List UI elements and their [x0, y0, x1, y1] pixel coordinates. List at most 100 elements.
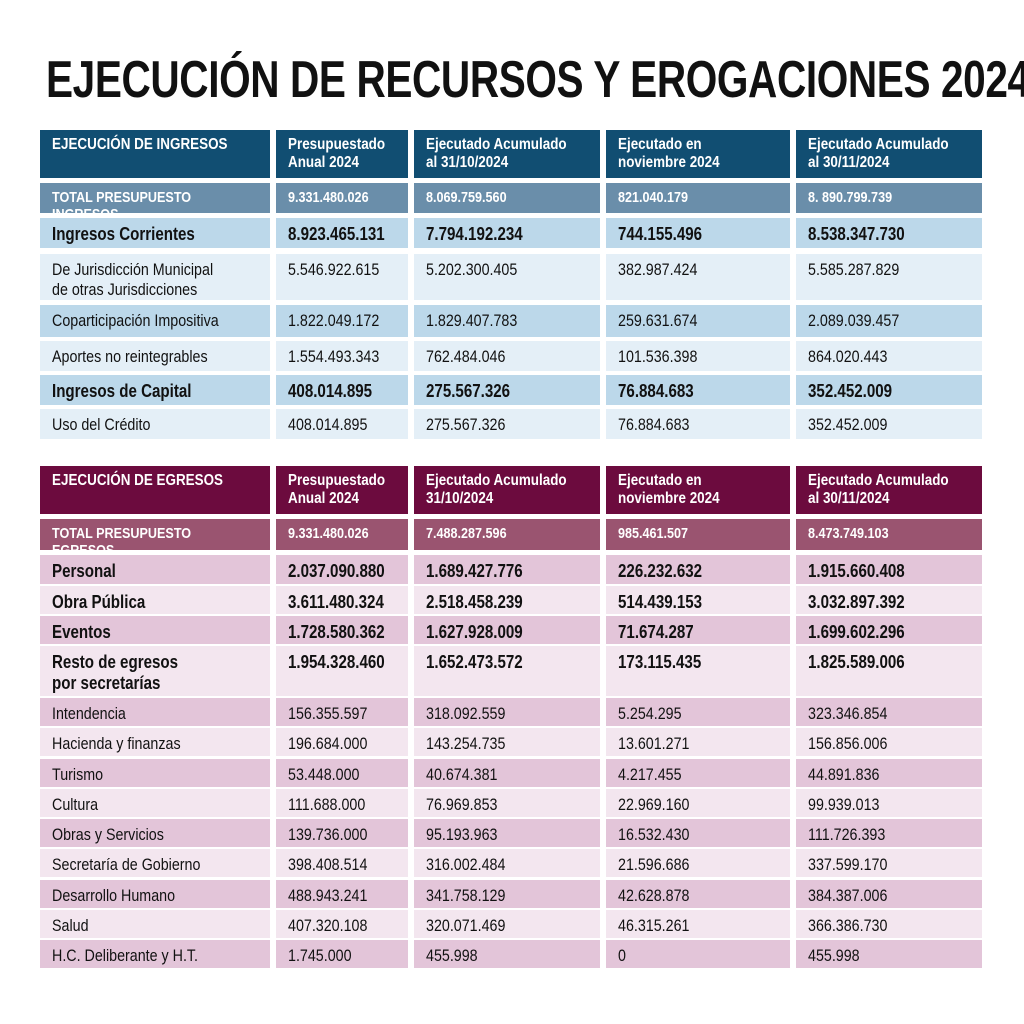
row-cell: 53.448.000 — [276, 758, 408, 787]
cell-text: 455.998 — [808, 946, 860, 965]
row-cell: 1.825.589.006 — [796, 646, 982, 696]
cell-text: 1.825.589.006 — [808, 652, 905, 672]
cell-text: 384.387.006 — [808, 885, 888, 905]
row-cell: 407.320.108 — [276, 909, 408, 938]
cell-text: 46.315.261 — [618, 915, 690, 935]
row-cell: Obras y Servicios — [40, 819, 270, 847]
row-cell: 3.032.897.392 — [796, 586, 982, 614]
cell-text: 9.331.480.026 — [288, 189, 369, 206]
cell-text: 1.554.493.343 — [288, 347, 380, 366]
row-cell: 275.567.326 — [414, 409, 600, 439]
row-cell: 1.829.407.783 — [414, 305, 600, 337]
cell-text: 2.037.090.880 — [288, 561, 385, 581]
cell-text: Eventos — [52, 622, 111, 642]
row-cell: 352.452.009 — [796, 375, 982, 405]
row-cell: Desarrollo Humano — [40, 879, 270, 908]
cell-text: 407.320.108 — [288, 915, 368, 935]
cell-text: 76.884.683 — [618, 381, 694, 401]
cell-text: 1.822.049.172 — [288, 311, 380, 330]
total-cell: 8.069.759.560 — [414, 183, 600, 213]
cell-text: Cultura — [52, 794, 99, 814]
cell-text: 318.092.559 — [426, 704, 506, 723]
row-cell: 111.688.000 — [276, 788, 408, 817]
header-cell: Ejecutado Acumulado al 31/10/2024 — [414, 130, 600, 178]
cell-text: 139.736.000 — [288, 825, 368, 844]
row-cell: 71.674.287 — [606, 616, 790, 644]
cell-text: Uso del Crédito — [52, 415, 151, 434]
total-cell: TOTAL PRESUPUESTO EGRESOS — [40, 519, 270, 550]
cell-text: 44.891.836 — [808, 764, 880, 784]
cell-text: 5.546.922.615 — [288, 260, 380, 279]
cell-text: 455.998 — [426, 946, 478, 965]
cell-text: 7.794.192.234 — [426, 224, 523, 244]
row-cell: 1.699.602.296 — [796, 616, 982, 644]
cell-text: 259.631.674 — [618, 311, 698, 330]
row-cell: Intendencia — [40, 698, 270, 726]
cell-text: 111.688.000 — [288, 794, 366, 814]
cell-text: 408.014.895 — [288, 381, 373, 401]
row-cell: Cultura — [40, 788, 270, 817]
row-cell: 5.585.287.829 — [796, 254, 982, 300]
cell-text: 3.611.480.324 — [288, 592, 384, 612]
row-cell: 173.115.435 — [606, 646, 790, 696]
cell-text: Aportes no reintegrables — [52, 347, 208, 366]
row-cell: 143.254.735 — [414, 728, 600, 757]
row-cell: 1.915.660.408 — [796, 555, 982, 584]
cell-text: 7.488.287.596 — [426, 525, 507, 542]
cell-text: Intendencia — [52, 704, 126, 723]
cell-text: 337.599.170 — [808, 855, 888, 875]
row-cell: 8.923.465.131 — [276, 218, 408, 248]
cell-text: 9.331.480.026 — [288, 525, 369, 542]
row-cell: 382.987.424 — [606, 254, 790, 300]
cell-text: 196.684.000 — [288, 734, 368, 754]
row-cell: 101.536.398 — [606, 341, 790, 371]
row-cell: 76.884.683 — [606, 375, 790, 405]
cell-text: 99.939.013 — [808, 794, 880, 814]
cell-text: 341.758.129 — [426, 885, 506, 905]
total-cell: 9.331.480.026 — [276, 519, 408, 550]
header-cell: Presupuestado Anual 2024 — [276, 466, 408, 514]
header-cell: EJECUCIÓN DE EGRESOS — [40, 466, 270, 514]
row-cell: 1.954.328.460 — [276, 646, 408, 696]
row-cell: 8.538.347.730 — [796, 218, 982, 248]
row-cell: Coparticipación Impositiva — [40, 305, 270, 337]
row-cell: 455.998 — [414, 940, 600, 968]
total-cell: 9.331.480.026 — [276, 183, 408, 213]
row-cell: 3.611.480.324 — [276, 586, 408, 614]
cell-text: Ejecutado Acumulado al 31/10/2024 — [426, 136, 567, 172]
cell-text: EJECUCIÓN DE EGRESOS — [52, 472, 224, 489]
cell-text: 762.484.046 — [426, 347, 506, 366]
cell-text: 71.674.287 — [618, 622, 694, 642]
cell-text: 21.596.686 — [618, 855, 690, 875]
row-cell: 259.631.674 — [606, 305, 790, 337]
cell-text: 143.254.735 — [426, 734, 506, 754]
row-cell: 7.794.192.234 — [414, 218, 600, 248]
cell-text: 5.202.300.405 — [426, 260, 518, 279]
cell-text: 8.923.465.131 — [288, 224, 385, 244]
row-cell: 864.020.443 — [796, 341, 982, 371]
total-cell: 985.461.507 — [606, 519, 790, 550]
cell-text: Ejecutado en noviembre 2024 — [618, 472, 720, 508]
row-cell: 1.627.928.009 — [414, 616, 600, 644]
cell-text: 2.089.039.457 — [808, 311, 900, 330]
cell-text: Personal — [52, 561, 116, 581]
row-cell: 5.254.295 — [606, 698, 790, 726]
cell-text: Presupuestado Anual 2024 — [288, 472, 386, 508]
cell-text: 8.069.759.560 — [426, 189, 507, 206]
row-cell: 139.736.000 — [276, 819, 408, 847]
row-cell: 2.518.458.239 — [414, 586, 600, 614]
row-cell: Salud — [40, 909, 270, 938]
row-cell: 196.684.000 — [276, 728, 408, 757]
row-cell: 514.439.153 — [606, 586, 790, 614]
cell-text: 2.518.458.239 — [426, 592, 523, 612]
row-cell: 156.856.006 — [796, 728, 982, 757]
cell-text: Ingresos de Capital — [52, 381, 192, 401]
cell-text: Ingresos Corrientes — [52, 224, 195, 244]
header-cell: Presupuestado Anual 2024 — [276, 130, 408, 178]
row-cell: 316.002.484 — [414, 849, 600, 878]
cell-text: 352.452.009 — [808, 415, 888, 434]
row-cell: Obra Pública — [40, 586, 270, 614]
cell-text: 320.071.469 — [426, 915, 506, 935]
row-cell: 352.452.009 — [796, 409, 982, 439]
